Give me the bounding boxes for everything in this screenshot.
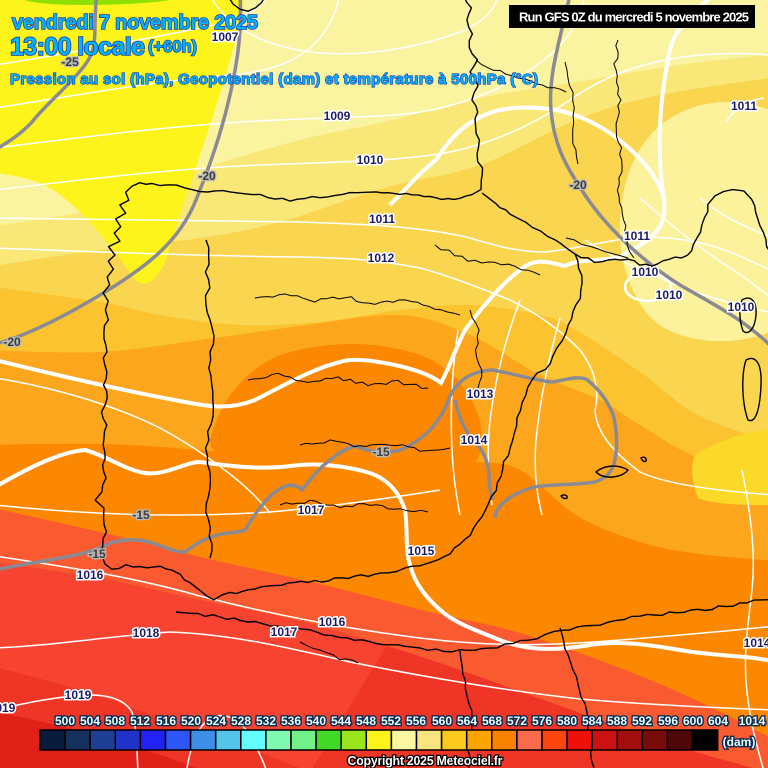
svg-text:1014: 1014 bbox=[744, 636, 768, 650]
svg-text:508: 508 bbox=[105, 714, 125, 728]
svg-text:1012: 1012 bbox=[368, 251, 395, 265]
svg-text:(+60h): (+60h) bbox=[148, 38, 197, 56]
svg-text:1010: 1010 bbox=[632, 265, 659, 279]
svg-text:1014: 1014 bbox=[739, 714, 766, 728]
svg-text:-15: -15 bbox=[372, 445, 390, 459]
svg-text:-20: -20 bbox=[569, 178, 587, 192]
svg-text:1010: 1010 bbox=[357, 153, 384, 167]
svg-text:556: 556 bbox=[406, 714, 426, 728]
svg-text:512: 512 bbox=[130, 714, 150, 728]
svg-text:524: 524 bbox=[206, 714, 226, 728]
svg-text:1019: 1019 bbox=[0, 701, 16, 715]
svg-text:1016: 1016 bbox=[77, 568, 104, 582]
svg-text:vendredi 7 novembre 2025: vendredi 7 novembre 2025 bbox=[12, 12, 258, 34]
svg-text:520: 520 bbox=[181, 714, 201, 728]
svg-text:588: 588 bbox=[607, 714, 627, 728]
svg-text:(dam): (dam) bbox=[723, 735, 756, 749]
svg-text:1018: 1018 bbox=[133, 626, 160, 640]
svg-text:1015: 1015 bbox=[408, 544, 435, 558]
svg-text:568: 568 bbox=[482, 714, 502, 728]
svg-text:576: 576 bbox=[532, 714, 552, 728]
svg-text:1009: 1009 bbox=[324, 109, 351, 123]
svg-text:1019: 1019 bbox=[65, 688, 92, 702]
svg-text:1014: 1014 bbox=[461, 433, 488, 447]
svg-text:Copyright 2025 Meteociel.fr: Copyright 2025 Meteociel.fr bbox=[348, 754, 503, 768]
svg-text:560: 560 bbox=[432, 714, 452, 728]
svg-text:-20: -20 bbox=[198, 169, 216, 183]
svg-text:600: 600 bbox=[683, 714, 703, 728]
svg-text:1007: 1007 bbox=[212, 30, 239, 44]
svg-text:1013: 1013 bbox=[467, 387, 494, 401]
svg-text:596: 596 bbox=[658, 714, 678, 728]
svg-text:536: 536 bbox=[281, 714, 301, 728]
svg-text:516: 516 bbox=[156, 714, 176, 728]
svg-text:548: 548 bbox=[356, 714, 376, 728]
svg-text:1010: 1010 bbox=[656, 288, 683, 302]
svg-text:-15: -15 bbox=[88, 547, 106, 561]
svg-text:-15: -15 bbox=[132, 508, 150, 522]
svg-text:1016: 1016 bbox=[319, 615, 346, 629]
svg-text:504: 504 bbox=[80, 714, 100, 728]
svg-text:1017: 1017 bbox=[271, 625, 298, 639]
svg-text:1017: 1017 bbox=[298, 503, 325, 517]
svg-text:528: 528 bbox=[231, 714, 251, 728]
svg-text:Run GFS 0Z du mercredi 5 novem: Run GFS 0Z du mercredi 5 novembre 2025 bbox=[519, 10, 749, 25]
svg-text:580: 580 bbox=[557, 714, 577, 728]
svg-text:564: 564 bbox=[457, 714, 477, 728]
svg-text:1010: 1010 bbox=[728, 300, 755, 314]
svg-text:-20: -20 bbox=[3, 335, 21, 349]
svg-text:592: 592 bbox=[632, 714, 652, 728]
svg-text:1011: 1011 bbox=[369, 212, 395, 226]
svg-text:13:00 locale: 13:00 locale bbox=[10, 33, 145, 61]
svg-text:604: 604 bbox=[708, 714, 728, 728]
svg-text:500: 500 bbox=[55, 714, 75, 728]
svg-text:1011: 1011 bbox=[731, 99, 757, 113]
svg-text:544: 544 bbox=[331, 714, 351, 728]
svg-text:1011: 1011 bbox=[624, 229, 650, 243]
svg-text:584: 584 bbox=[582, 714, 602, 728]
svg-text:-25: -25 bbox=[61, 55, 79, 69]
svg-text:540: 540 bbox=[306, 714, 326, 728]
svg-text:Pression au sol (hPa), Geopote: Pression au sol (hPa), Geopotentiel (dam… bbox=[10, 71, 538, 88]
svg-text:532: 532 bbox=[256, 714, 276, 728]
svg-text:552: 552 bbox=[381, 714, 401, 728]
svg-text:572: 572 bbox=[507, 714, 527, 728]
